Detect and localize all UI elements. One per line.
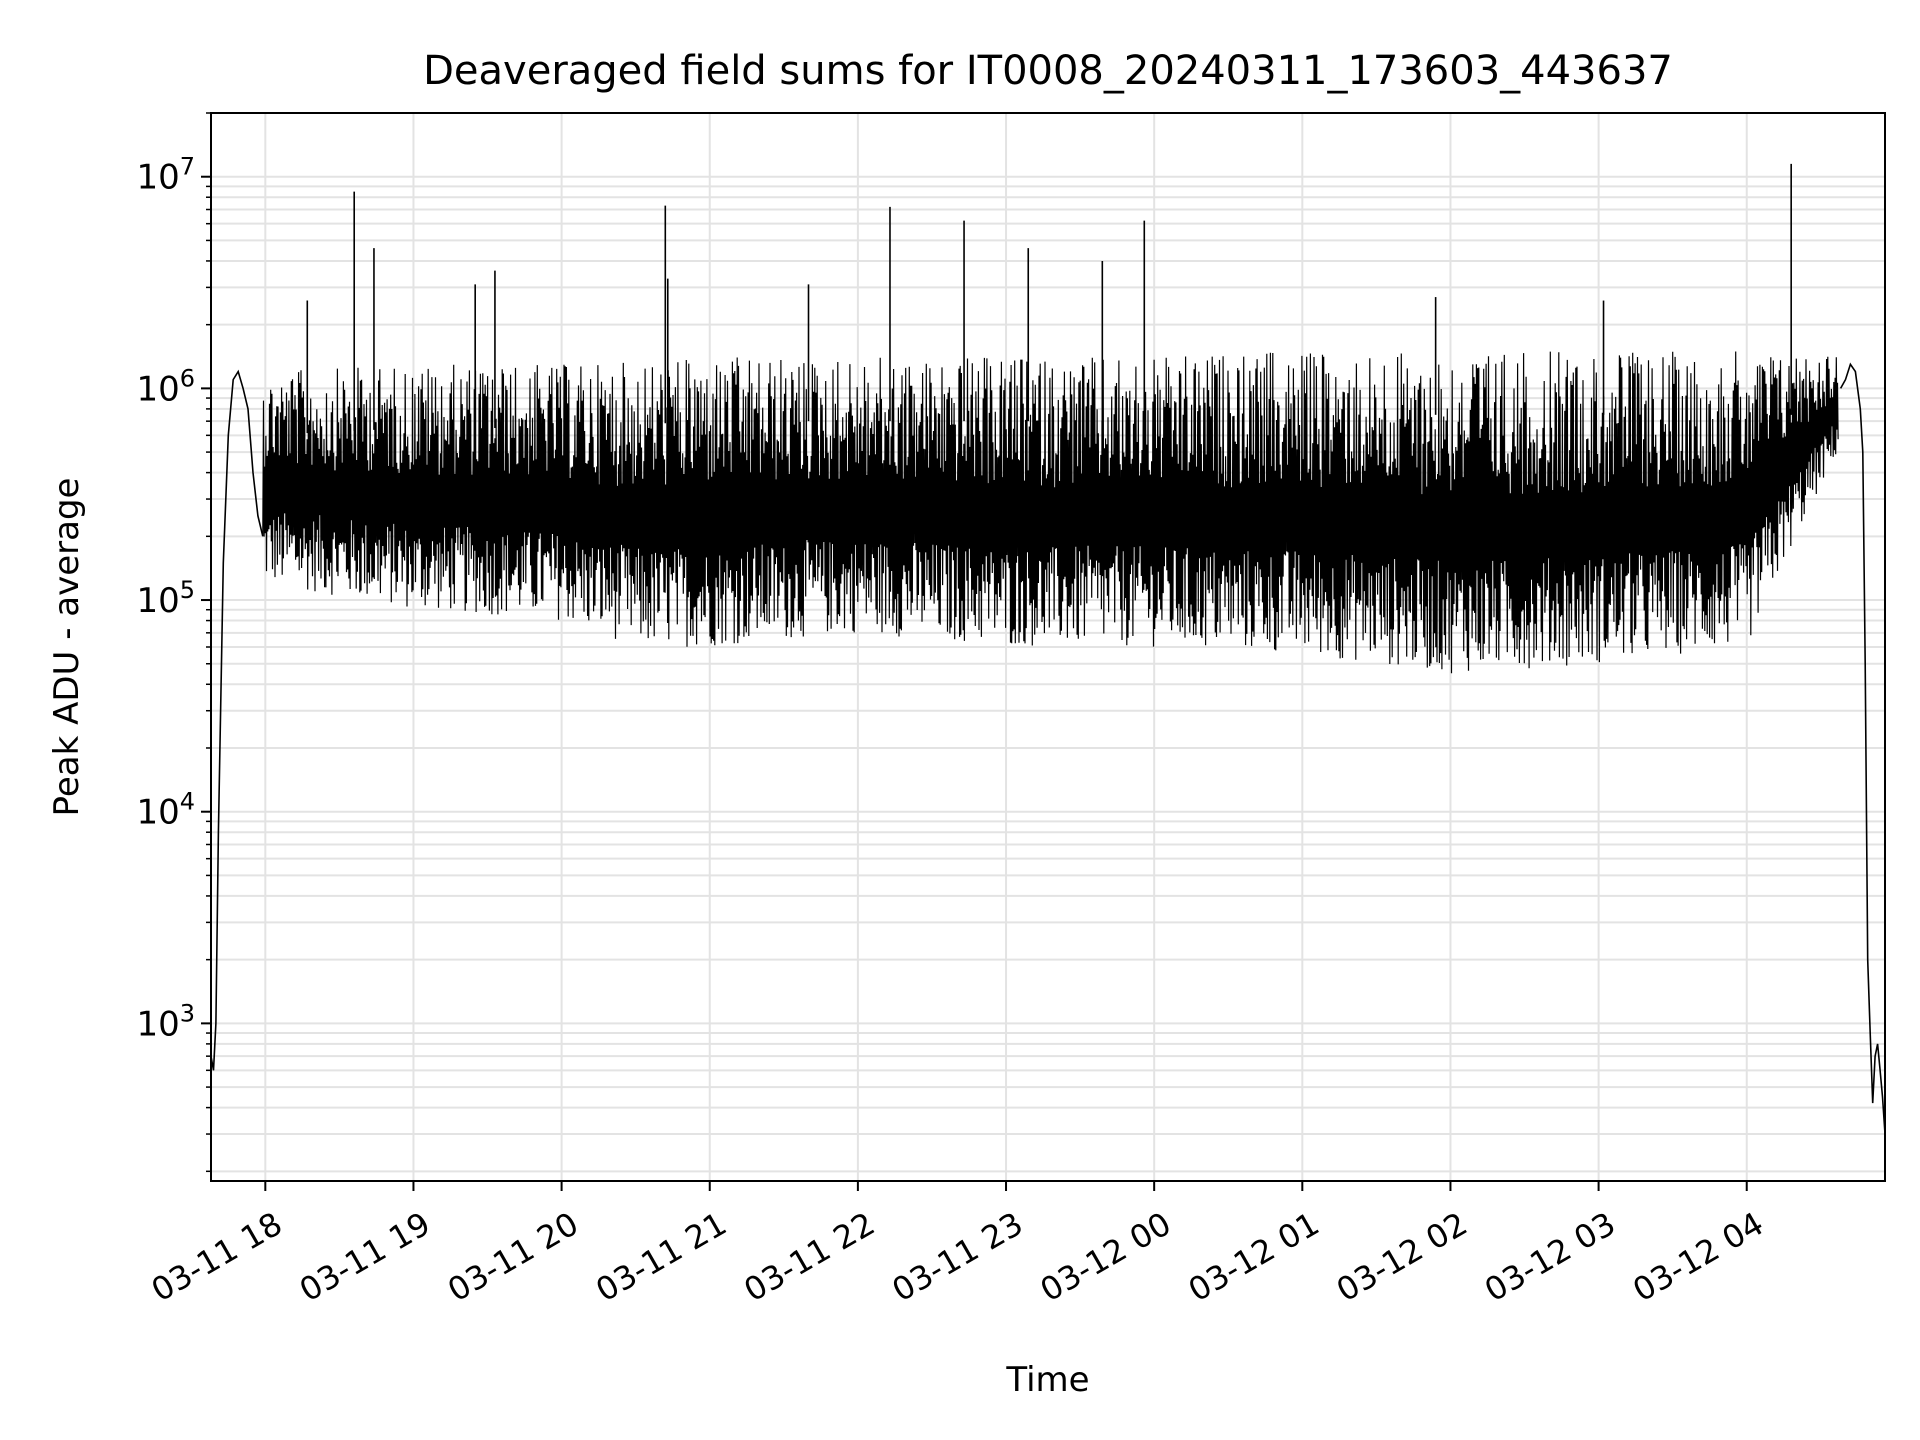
- y-tick-label: 107: [136, 153, 195, 198]
- x-axis-label: Time: [1005, 1360, 1089, 1400]
- series-line-start: [210, 369, 264, 1071]
- y-axis-label: Peak ADU - average: [47, 478, 87, 817]
- plot-area: [210, 163, 1886, 1135]
- y-tick-label: 104: [136, 788, 195, 833]
- y-axis: 103 104 105 106 107: [136, 112, 211, 1173]
- series-line-main: [262, 351, 1839, 674]
- series-line-end: [1839, 362, 1886, 1135]
- chart-title: Deaveraged field sums for IT0008_2024031…: [423, 48, 1673, 94]
- y-tick-label: 106: [136, 364, 195, 409]
- y-tick-label: 105: [136, 576, 195, 621]
- y-tick-label: 103: [136, 999, 195, 1044]
